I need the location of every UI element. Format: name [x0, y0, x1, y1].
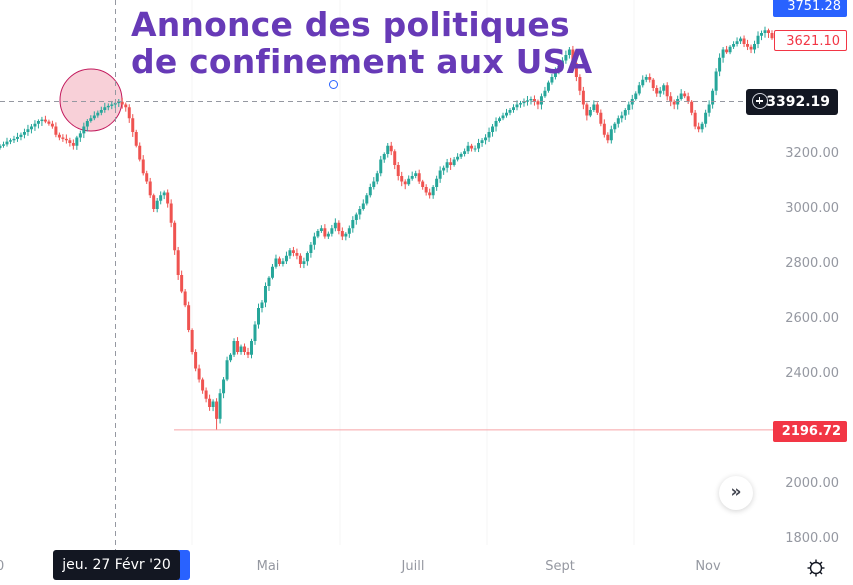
time-tick-juill: Juill: [401, 559, 425, 574]
price-tick-1800: 1800.00: [785, 531, 839, 546]
time-tick-clipped: 0: [0, 559, 5, 574]
double-chevron-right-icon: »: [730, 482, 742, 502]
time-range-marker: [178, 550, 190, 580]
annotation-line-2: de confinement aux USA: [131, 42, 593, 81]
annotation-anchor-handle[interactable]: [329, 80, 338, 89]
gear-icon[interactable]: [806, 558, 826, 578]
time-tick-mai: Mai: [256, 559, 280, 574]
low-line-price-tag: 2196.72: [773, 421, 847, 442]
annotation-text[interactable]: Annonce des politiques de confinement au…: [131, 6, 592, 80]
annotation-line-1: Annonce des politiques: [131, 5, 570, 44]
crosshair-price-value: 3392.19: [766, 94, 830, 110]
last-price-tag: 3621.10: [774, 30, 847, 51]
time-tick-nov: Nov: [695, 559, 721, 574]
price-tick-3200: 3200.00: [785, 146, 839, 161]
highest-price-tag: 3751.28: [773, 0, 847, 17]
price-tick-2800: 2800.00: [785, 256, 839, 271]
price-tick-2000: 2000.00: [785, 476, 839, 491]
price-tick-2600: 2600.00: [785, 311, 839, 326]
crosshair-date-label: jeu. 27 Févr '20: [53, 550, 180, 580]
crosshair-price-label[interactable]: 3392.19: [746, 89, 838, 115]
price-tick-3000: 3000.00: [785, 201, 839, 216]
time-tick-sept: Sept: [545, 559, 575, 574]
add-alert-plus-icon[interactable]: [752, 93, 768, 109]
scroll-to-realtime-button[interactable]: »: [719, 476, 753, 510]
price-tick-2400: 2400.00: [785, 366, 839, 381]
